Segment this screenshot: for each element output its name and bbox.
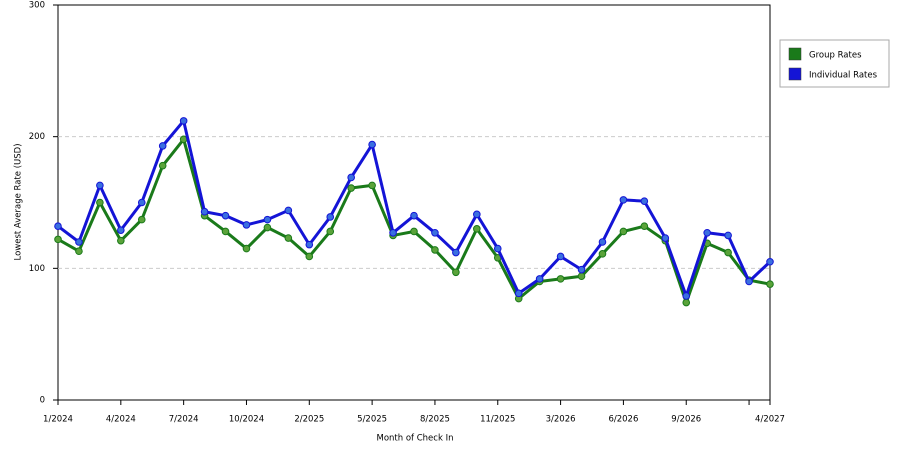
x-tick-label: 10/2024 <box>229 415 264 425</box>
data-point <box>326 227 335 236</box>
data-point <box>242 221 251 229</box>
data-point <box>661 234 670 242</box>
data-point <box>431 228 439 237</box>
data-point <box>431 246 439 254</box>
legend-label: Group Rates <box>809 51 862 61</box>
data-point <box>577 272 586 281</box>
data-point <box>137 215 146 224</box>
data-point <box>410 227 418 236</box>
data-point <box>724 231 732 240</box>
data-point <box>305 252 314 261</box>
data-point <box>389 228 397 237</box>
data-point <box>452 268 460 277</box>
data-point <box>473 225 481 233</box>
x-tick-label: 4/2027 <box>755 415 785 425</box>
y-tick-label: 0 <box>40 396 45 406</box>
data-point <box>619 196 628 204</box>
data-point <box>158 142 167 150</box>
x-tick-label: 5/2025 <box>357 415 387 425</box>
data-point <box>556 275 565 283</box>
data-point <box>326 213 335 221</box>
data-point <box>96 181 104 190</box>
legend-swatch <box>788 67 802 81</box>
legend-label: Individual Rates <box>809 71 878 81</box>
data-point <box>745 277 753 286</box>
data-point <box>452 248 460 257</box>
data-point <box>368 181 376 190</box>
data-point <box>410 211 418 220</box>
x-tick-label: 3/2026 <box>546 415 576 425</box>
data-point <box>640 197 649 205</box>
data-point <box>221 211 230 220</box>
data-point <box>263 223 272 232</box>
data-point <box>640 222 649 230</box>
data-point <box>766 280 774 288</box>
data-point <box>305 240 314 249</box>
data-point <box>221 227 230 236</box>
y-tick-label: 100 <box>29 264 45 274</box>
data-point <box>619 227 628 236</box>
data-point <box>96 198 104 207</box>
data-point <box>263 215 272 224</box>
data-point <box>284 206 293 215</box>
data-point <box>682 292 691 300</box>
y-tick-label: 300 <box>29 1 45 11</box>
x-tick-label: 7/2024 <box>169 415 199 425</box>
plot-area <box>57 4 771 401</box>
x-tick-label: 6/2026 <box>608 415 638 425</box>
x-tick-label: 8/2025 <box>420 415 450 425</box>
data-point <box>556 252 565 261</box>
data-point <box>766 257 774 266</box>
data-point <box>703 228 711 237</box>
data-point <box>473 210 481 219</box>
x-tick-label: 9/2026 <box>671 415 701 425</box>
y-axis-label: Lowest Average Rate (USD) <box>14 143 24 260</box>
data-point <box>514 289 523 298</box>
legend-swatch <box>788 47 802 61</box>
data-point <box>577 265 586 274</box>
data-point <box>347 184 355 192</box>
x-tick-label: 11/2025 <box>480 415 515 425</box>
data-point <box>54 222 62 230</box>
data-point <box>724 248 732 257</box>
data-point <box>368 140 376 149</box>
data-point <box>598 250 607 258</box>
data-point <box>137 198 146 207</box>
data-point <box>347 173 355 182</box>
data-point <box>242 244 251 253</box>
x-tick-label: 2/2025 <box>294 415 324 425</box>
data-point <box>200 207 209 216</box>
data-point <box>179 117 188 125</box>
data-point <box>535 275 544 283</box>
data-point <box>284 234 293 242</box>
data-point <box>75 247 83 256</box>
y-tick-label: 200 <box>29 132 45 142</box>
data-point <box>117 236 125 245</box>
data-point <box>54 235 62 244</box>
x-tick-label: 1/2024 <box>43 415 73 425</box>
x-tick-label: 4/2024 <box>106 415 136 425</box>
data-point <box>598 238 607 246</box>
data-point <box>117 226 125 234</box>
data-point <box>158 161 167 170</box>
data-point <box>75 238 83 246</box>
data-point <box>493 244 502 253</box>
x-axis-label: Month of Check In <box>377 434 454 444</box>
data-point <box>682 298 691 307</box>
